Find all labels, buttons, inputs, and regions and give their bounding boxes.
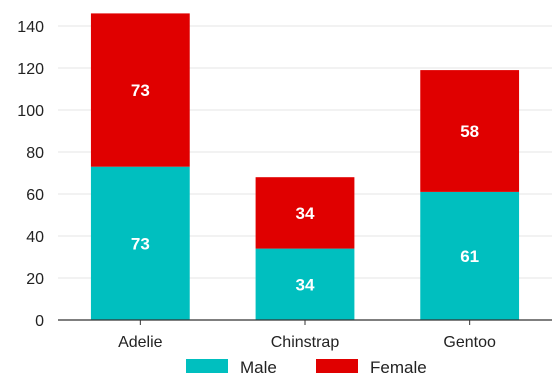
y-tick-label: 20 (26, 271, 44, 288)
x-axis: Adelie Chinstrap Gentoo (118, 320, 496, 351)
data-label: 58 (460, 122, 479, 141)
bar-male-chinstrap (255, 248, 355, 320)
bar-female-gentoo (420, 70, 520, 192)
y-tick-label: 60 (26, 187, 44, 204)
data-label: 73 (131, 234, 150, 253)
x-tick-label: Gentoo (443, 334, 496, 351)
y-tick-label: 120 (17, 61, 44, 78)
x-tick-label: Adelie (118, 334, 163, 351)
y-tick-label: 80 (26, 145, 44, 162)
data-label: 73 (131, 81, 150, 100)
legend-swatch-female (316, 359, 358, 373)
legend-label-female: Female (370, 358, 427, 376)
y-tick-label: 40 (26, 229, 44, 246)
data-label: 34 (296, 275, 315, 294)
legend-swatch-male (186, 359, 228, 373)
bar-female-chinstrap (255, 177, 355, 249)
legend: Male Female (186, 358, 427, 376)
y-tick-label: 0 (35, 313, 44, 330)
y-tick-label: 100 (17, 103, 44, 120)
data-label: 34 (296, 204, 315, 223)
legend-label-male: Male (240, 358, 277, 376)
bars: 73 73 34 34 61 58 (90, 13, 520, 320)
data-label: 61 (460, 247, 479, 266)
x-tick-label: Chinstrap (271, 334, 340, 351)
y-tick-label: 140 (17, 19, 44, 36)
bar-female-adelie (90, 13, 190, 167)
bar-male-adelie (90, 166, 190, 320)
y-axis: 0 20 40 60 80 100 120 140 (17, 19, 44, 330)
bar-male-gentoo (420, 191, 520, 320)
